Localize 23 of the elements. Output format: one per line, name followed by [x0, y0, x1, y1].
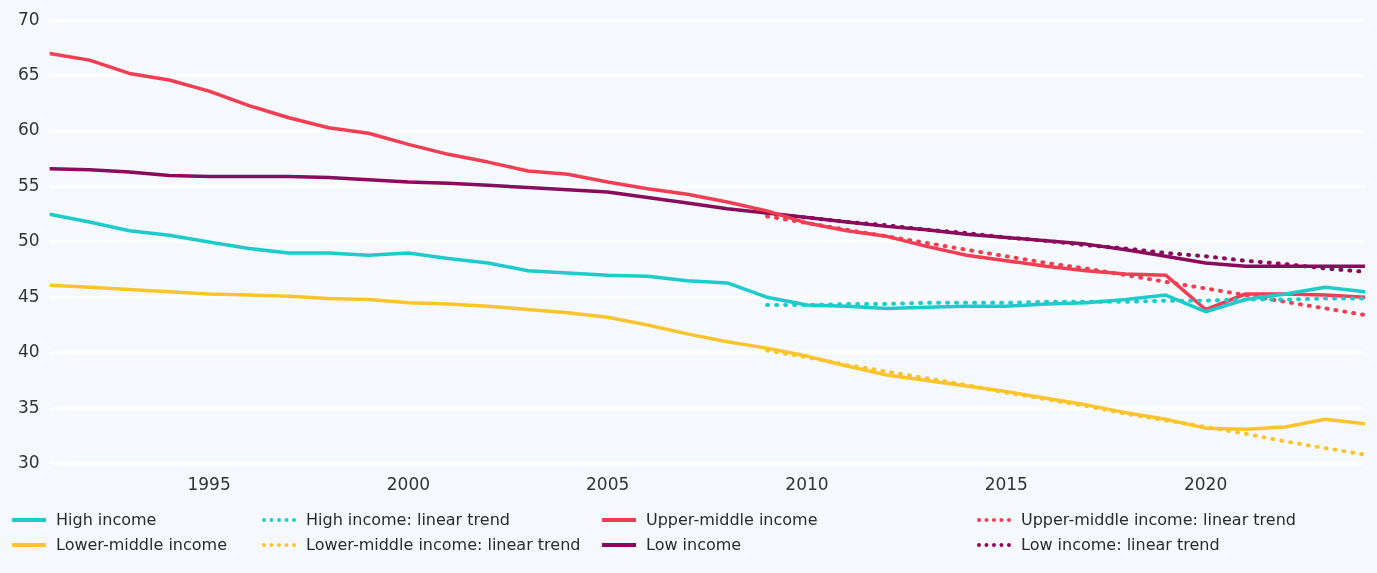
x-tick-label: 2000 [386, 474, 430, 495]
legend-label: High income: linear trend [306, 510, 510, 529]
y-tick-label: 40 [17, 341, 40, 362]
y-tick-label: 55 [17, 174, 40, 195]
x-tick-label: 2005 [586, 474, 630, 495]
y-tick-label: 45 [17, 285, 40, 306]
y-tick-label: 70 [17, 8, 40, 29]
x-tick-label: 2010 [785, 474, 829, 495]
y-tick-label: 35 [17, 396, 40, 417]
y-tick-label: 50 [17, 230, 40, 251]
legend-label: Upper-middle income: linear trend [1021, 510, 1296, 529]
y-tick-label: 65 [17, 64, 40, 85]
legend-label: Lower-middle income [56, 535, 227, 554]
legend-label: Low income [646, 535, 742, 554]
x-tick-label: 2015 [984, 474, 1028, 495]
legend-label: Low income: linear trend [1021, 535, 1220, 554]
y-tick-label: 60 [17, 119, 40, 140]
x-tick-label: 2020 [1183, 474, 1228, 495]
legend-label: Lower-middle income: linear trend [306, 535, 581, 554]
y-tick-label: 30 [17, 452, 40, 473]
legend-label: High income [56, 510, 157, 529]
x-tick-label: 1995 [187, 474, 231, 495]
legend-label: Upper-middle income [646, 510, 818, 529]
